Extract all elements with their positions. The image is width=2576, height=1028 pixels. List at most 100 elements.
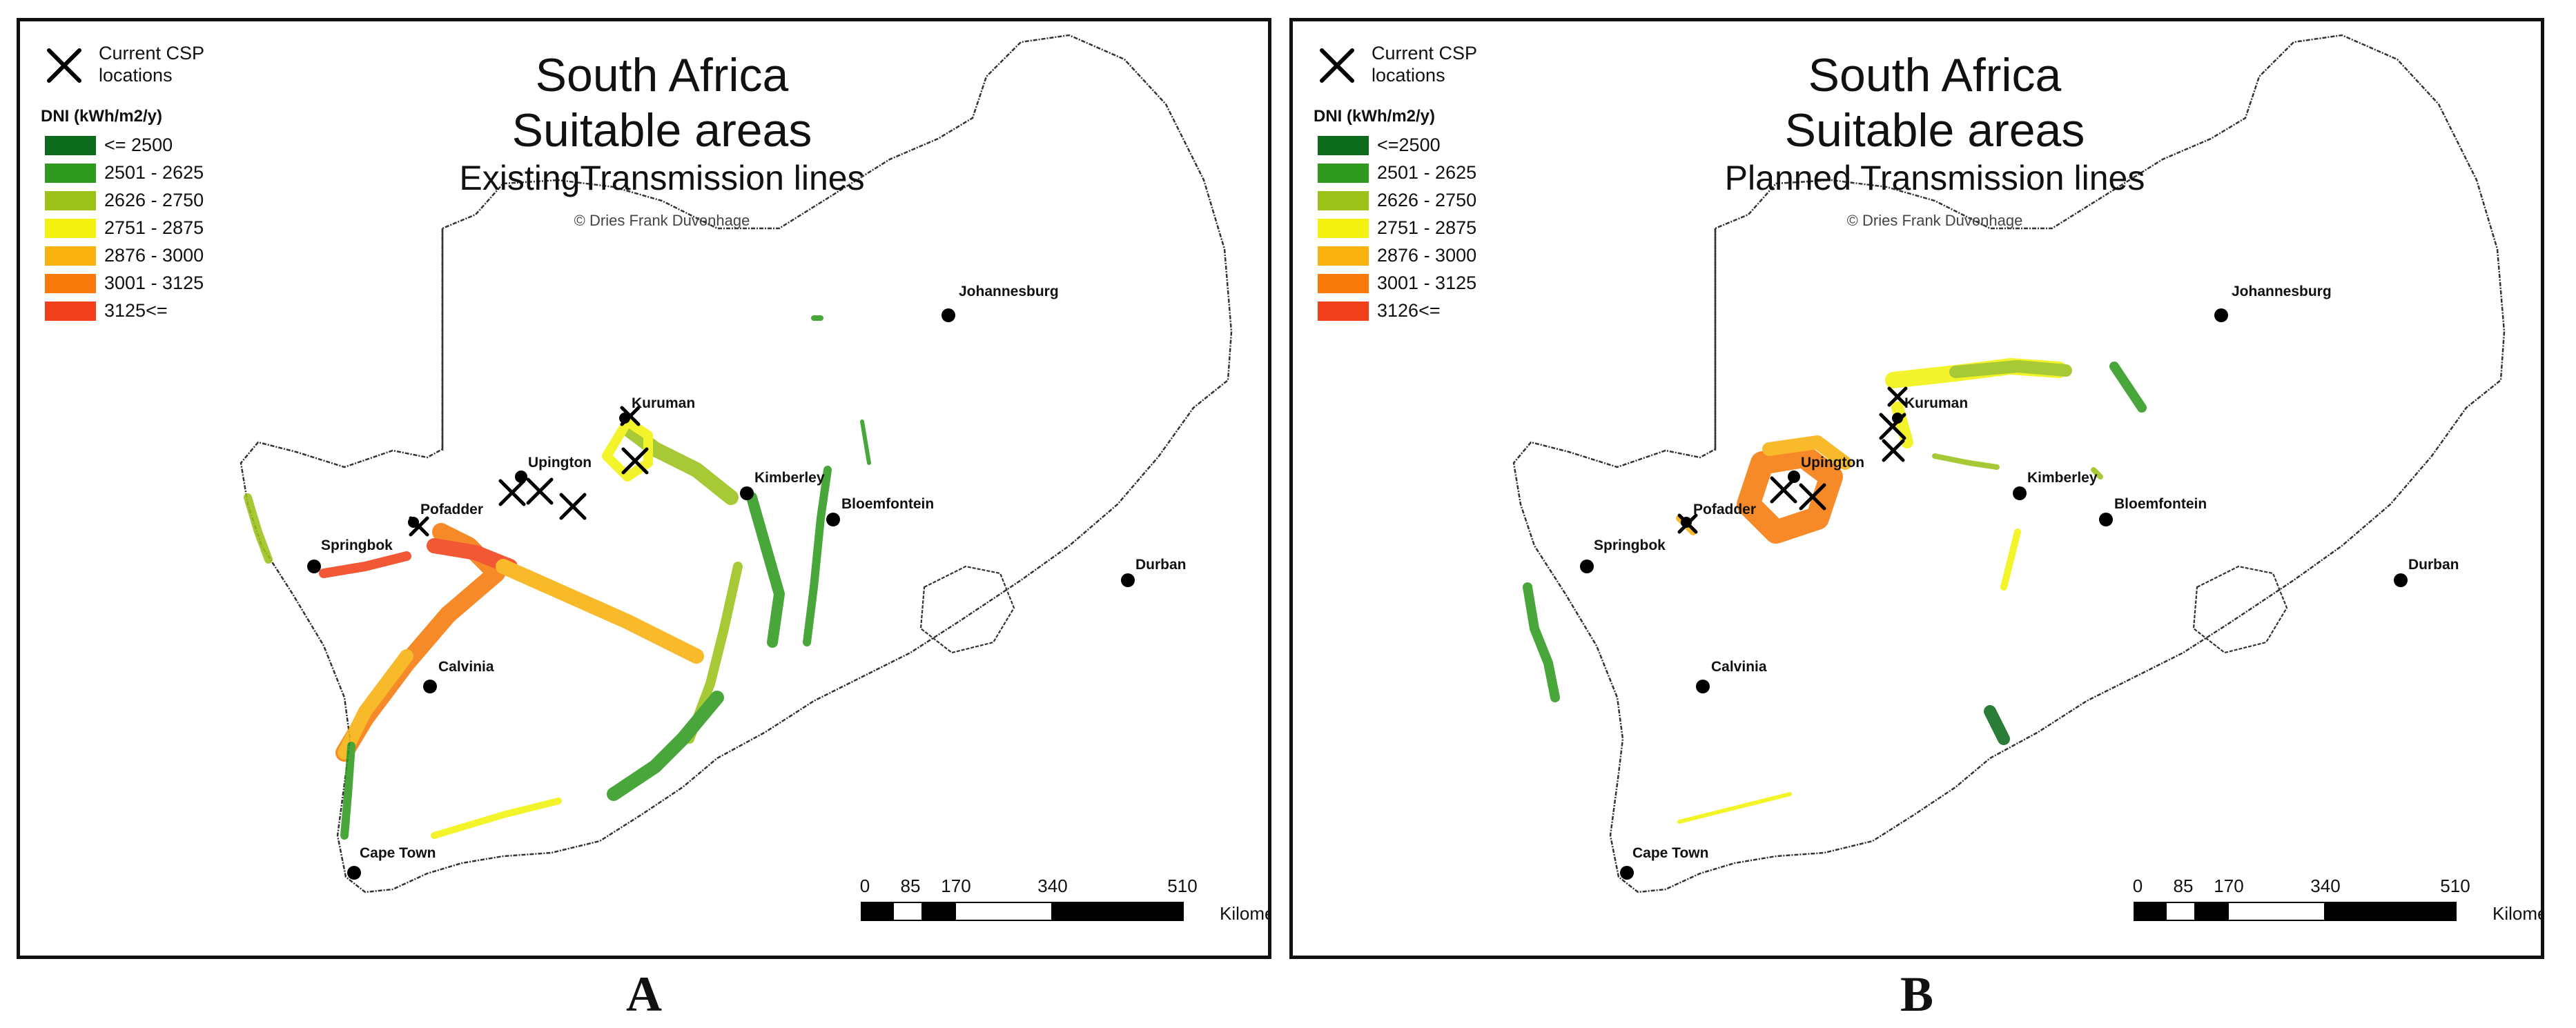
band-upington-blob-edge (1762, 435, 1852, 470)
legend-row: 2626 - 2750 (1314, 187, 1562, 215)
legend-swatch (1318, 274, 1369, 293)
scale-tick: 0 (2132, 876, 2143, 896)
city-label-kuruman: Kuruman (632, 395, 696, 411)
band-springbok-red (319, 551, 411, 578)
scale-segment (892, 902, 923, 921)
legend-class-label: <= 2500 (104, 135, 173, 155)
legend-class-label: 3126<= (1377, 300, 1441, 321)
lesotho-outline (919, 565, 1015, 654)
city-dot-upington (515, 471, 527, 483)
city-dot-kimberley (2013, 486, 2027, 500)
map-title-line3: Planned Transmission lines (1724, 159, 2145, 197)
city-label-capetown: Cape Town (360, 845, 436, 861)
city-dot-johannesburg (941, 308, 955, 322)
legend: Current CSP locations DNI (kWh/m2/y) <=2… (1314, 39, 1562, 325)
band-kimberley-south (746, 492, 785, 648)
legend-row: <= 2500 (41, 132, 289, 159)
legend-csp: Current CSP locations (1314, 39, 1562, 106)
suitable-area-bands (244, 315, 871, 840)
city-label-calvinia: Calvinia (1711, 659, 1767, 675)
scale-tick: 340 (1037, 876, 1068, 896)
band-kuruman-north-edge (1949, 360, 2072, 378)
legend-row: 2876 - 3000 (41, 242, 289, 270)
band-ne-green (2109, 362, 2147, 413)
band-southwest (340, 742, 355, 840)
legend-row: 3001 - 3125 (41, 270, 289, 297)
band-south-green (1984, 705, 2010, 745)
legend-row: 2751 - 2875 (41, 215, 289, 242)
city-label-johannesburg: Johannesburg (959, 284, 1059, 299)
map-title-line2: Suitable areas (1784, 104, 2085, 157)
scale-segment (2165, 902, 2196, 921)
city-dot-durban (1121, 573, 1135, 587)
legend-dni-title: DNI (kWh/m2/y) (41, 107, 163, 126)
band-kimberley-east (2091, 467, 2103, 480)
legend-swatch (1318, 246, 1369, 266)
map-panel-b: Johannesburg Kuruman Upington Kimberley … (1289, 18, 2544, 959)
panel-label-b: B (1900, 967, 1934, 1022)
city-dot-kuruman (1892, 413, 1903, 424)
map-title-line2: Suitable areas (511, 104, 812, 157)
city-dot-durban (2394, 573, 2408, 587)
csp-marker (621, 447, 649, 475)
city-label-kimberley: Kimberley (2027, 470, 2098, 486)
scale-segment (2324, 902, 2457, 921)
scale-bar: 0 85 170 340 510 Kilometers (2132, 876, 2541, 938)
legend-class-label: 2501 - 2625 (104, 162, 204, 183)
city-label-durban: Durban (1135, 557, 1187, 573)
legend-csp-label: Current CSP locations (99, 43, 204, 86)
scale-tick: 85 (2173, 876, 2194, 896)
map-title-line1: South Africa (1808, 49, 2062, 101)
band-westcoast (244, 493, 273, 564)
legend-class-label: <=2500 (1377, 135, 1441, 155)
legend-row: 3126<= (1314, 297, 1562, 325)
legend-swatch (45, 219, 96, 238)
city-label-bloemfontein: Bloemfontein (2114, 496, 2207, 512)
legend-class-label: 2876 - 3000 (104, 245, 204, 266)
south-africa-map (1512, 34, 2506, 893)
legend-swatch (45, 164, 96, 183)
legend-class-label: 2626 - 2750 (1377, 190, 1477, 210)
csp-marker (1882, 439, 1905, 462)
country-outline (1512, 34, 2506, 893)
csp-marker (526, 477, 554, 505)
legend-row: 2501 - 2625 (1314, 159, 1562, 187)
city-dot-kuruman (619, 413, 630, 424)
scale-unit: Kilometers (2492, 903, 2541, 924)
legend-swatch (45, 246, 96, 266)
scale-unit: Kilometers (1220, 903, 1268, 924)
csp-marker (559, 493, 587, 520)
city-label-pofadder: Pofadder (420, 502, 484, 517)
city-dot-kimberley (740, 486, 754, 500)
city-label-pofadder: Pofadder (1693, 502, 1757, 517)
band-kuruman-ring (602, 417, 653, 482)
lesotho-outline (2192, 565, 2288, 654)
south-africa-map (240, 34, 1233, 893)
legend-dni-title: DNI (kWh/m2/y) (1314, 107, 1436, 126)
legend-csp: Current CSP locations (41, 39, 289, 106)
city-label-johannesburg: Johannesburg (2232, 284, 2332, 299)
scale-tick: 510 (2440, 876, 2470, 896)
city-dot-johannesburg (2214, 308, 2228, 322)
panel-label-a: A (626, 967, 662, 1022)
legend-row: 2501 - 2625 (41, 159, 289, 187)
city-dot-pofadder (408, 517, 419, 528)
legend-class-label: 2751 - 2875 (104, 217, 204, 238)
band-kuruman-kimberley (1932, 453, 2000, 470)
city-label-durban: Durban (2408, 557, 2459, 573)
legend-swatch (45, 302, 96, 321)
csp-cross-icon (47, 48, 81, 83)
map-title-line1: South Africa (535, 49, 789, 101)
legend-class-label: 2876 - 3000 (1377, 245, 1477, 266)
country-outline (240, 34, 1233, 893)
city-label-capetown: Cape Town (1632, 845, 1709, 861)
city-dot-capetown (347, 866, 361, 880)
scale-segment (861, 902, 894, 921)
city-label-springbok: Springbok (1594, 537, 1666, 553)
city-dots (1580, 308, 2408, 880)
band-kuruman-kimberley (620, 421, 739, 505)
legend-swatch (1318, 302, 1369, 321)
legend-class-label: 3125<= (104, 300, 168, 321)
csp-cross-icon (1320, 48, 1354, 83)
city-dot-pofadder (1681, 517, 1692, 528)
